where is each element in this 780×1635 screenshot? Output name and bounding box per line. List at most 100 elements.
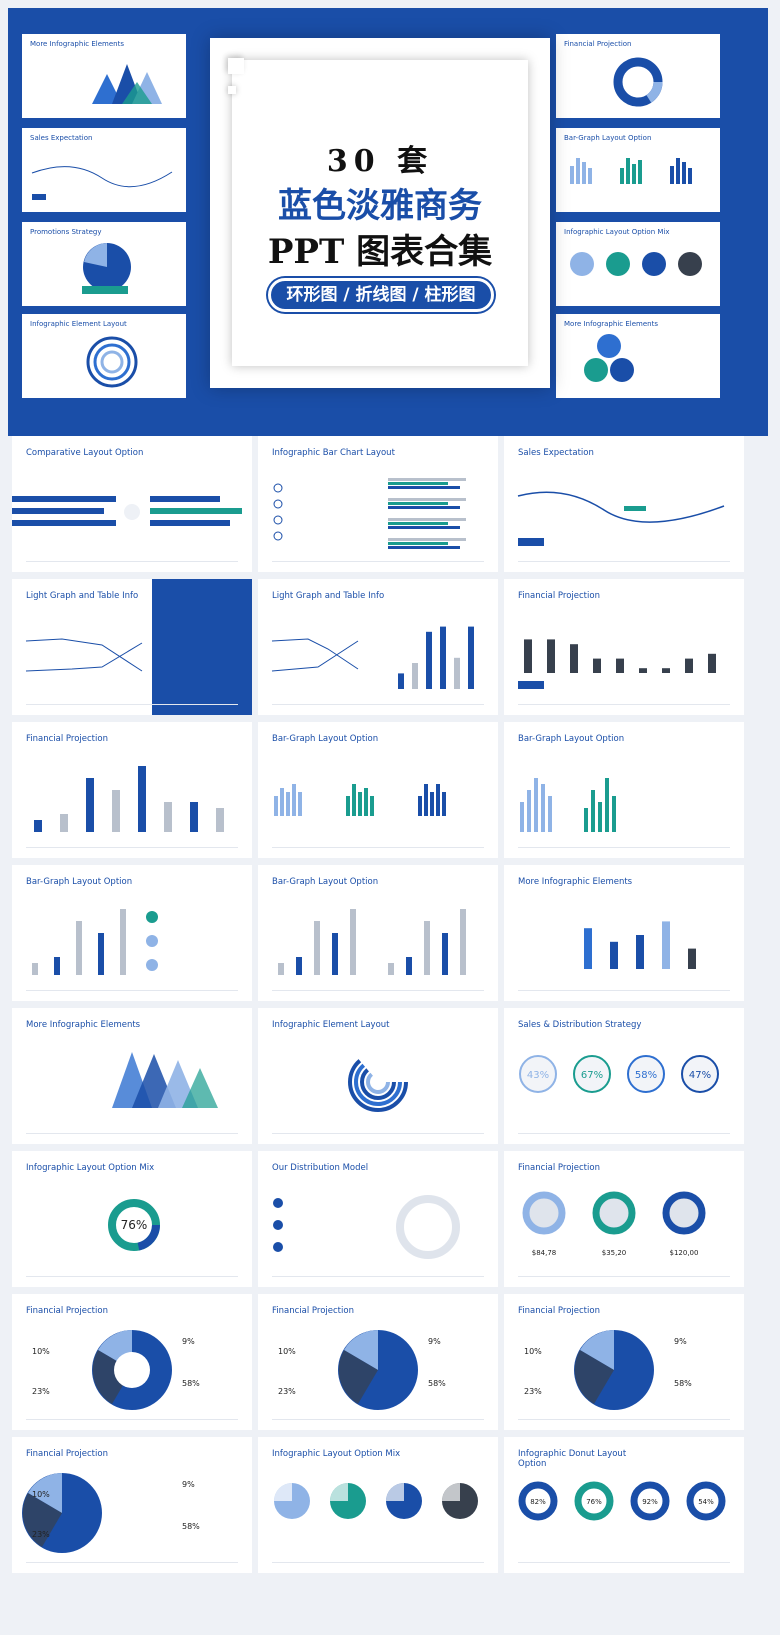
bar bbox=[548, 796, 552, 832]
slide-title: Bar-Graph Layout Option bbox=[518, 734, 625, 744]
pie-slice bbox=[22, 1493, 62, 1547]
thumb-left-2: Sales Expectation bbox=[22, 128, 186, 212]
slide-graphic bbox=[271, 626, 474, 689]
pie-label: 9% bbox=[182, 1337, 195, 1346]
slide-title: Sales & Distribution Strategy bbox=[518, 1020, 642, 1030]
pie-label: 10% bbox=[32, 1347, 50, 1356]
bar bbox=[298, 792, 302, 816]
bar bbox=[685, 658, 693, 673]
bar bbox=[388, 482, 448, 485]
slide-card: 10% 23% 9% 58% Financial Projection bbox=[12, 1294, 252, 1430]
hero-count: 30 套 bbox=[326, 144, 434, 179]
slide-card: Sales Expectation bbox=[504, 436, 744, 572]
slide-footer-rule bbox=[26, 1133, 238, 1134]
stat-circle bbox=[627, 1055, 665, 1093]
bar bbox=[612, 796, 616, 832]
bar bbox=[12, 520, 116, 526]
bar bbox=[150, 520, 230, 526]
thumb-left-1: More Infographic Elements bbox=[22, 34, 186, 118]
slide-title: Infographic Bar Chart Layout bbox=[272, 448, 395, 458]
slide-title: Financial Projection bbox=[26, 1449, 108, 1459]
bar bbox=[534, 778, 538, 832]
info-icon bbox=[273, 1220, 283, 1230]
slide-title: More Infographic Elements bbox=[518, 877, 633, 887]
slide-graphic bbox=[274, 1483, 478, 1519]
bar bbox=[164, 802, 172, 832]
bar bbox=[639, 668, 647, 673]
bar bbox=[527, 790, 531, 832]
slide-card: Our Distribution Model bbox=[258, 1151, 498, 1287]
donut bbox=[574, 1481, 614, 1521]
slide-footer-rule bbox=[518, 1419, 730, 1420]
bar bbox=[98, 933, 104, 975]
bar bbox=[388, 502, 448, 505]
pie-label: 23% bbox=[524, 1387, 542, 1396]
slide-title: Financial Projection bbox=[518, 1306, 600, 1316]
pie-label: 23% bbox=[32, 1387, 50, 1396]
thumb-title: More Infographic Elements bbox=[30, 40, 124, 48]
slide-footer-rule bbox=[272, 1419, 484, 1420]
pie-label: 10% bbox=[524, 1347, 542, 1356]
slide-title: Infographic Element Layout bbox=[272, 1020, 390, 1030]
slide-graphic bbox=[273, 478, 466, 549]
info-icon bbox=[273, 1198, 283, 1208]
hero-title-black: PPT 图表合集 bbox=[267, 232, 493, 272]
line bbox=[517, 491, 725, 523]
bar bbox=[442, 792, 446, 816]
bar bbox=[54, 957, 60, 975]
thumb-right-2: Bar-Graph Layout Option bbox=[556, 128, 720, 212]
ring bbox=[366, 1070, 390, 1094]
slide-footer-rule bbox=[272, 990, 484, 991]
pie-chart-icon bbox=[82, 243, 131, 294]
bar bbox=[286, 792, 290, 816]
slide-footer-rule bbox=[272, 704, 484, 705]
slide-title: Bar-Graph Layout Option bbox=[26, 877, 133, 887]
donut bbox=[630, 1481, 670, 1521]
bar bbox=[352, 784, 356, 816]
line-chart-icon bbox=[31, 166, 173, 200]
slide-card: Bar-Graph Layout Option bbox=[12, 865, 252, 1001]
slide-title: Bar-Graph Layout Option bbox=[272, 734, 379, 744]
thumb-left-4: Infographic Element Layout bbox=[22, 314, 186, 398]
bullet-icon bbox=[273, 499, 283, 509]
slide-graphic bbox=[112, 1052, 218, 1108]
pie-slice bbox=[574, 1350, 614, 1404]
bar bbox=[388, 522, 448, 525]
pie-label: 58% bbox=[428, 1379, 446, 1388]
bar bbox=[150, 496, 220, 502]
bar bbox=[616, 658, 624, 673]
bar bbox=[454, 657, 460, 689]
slide-graphic bbox=[517, 491, 725, 546]
bullet-icon bbox=[273, 531, 283, 541]
thumb-right-4: More Infographic Elements bbox=[556, 314, 720, 398]
bar bbox=[518, 681, 544, 689]
bar-chart-icon bbox=[570, 158, 692, 184]
slide-card: Bar-Graph Layout Option bbox=[258, 865, 498, 1001]
bar bbox=[86, 778, 94, 832]
bar bbox=[292, 784, 296, 816]
bar bbox=[436, 784, 440, 816]
slide-card: Infographic Bar Chart Layout bbox=[258, 436, 498, 572]
slide-card: 76% Infographic Layout Option Mix bbox=[12, 1151, 252, 1287]
pies-icon bbox=[570, 252, 702, 276]
bar bbox=[388, 486, 460, 489]
bar bbox=[388, 963, 394, 975]
bar bbox=[708, 653, 716, 673]
bar bbox=[426, 631, 432, 689]
pie-slice bbox=[28, 1473, 62, 1513]
bar bbox=[150, 508, 242, 514]
bar bbox=[584, 808, 588, 832]
bar bbox=[460, 909, 466, 975]
pie-label: 58% bbox=[674, 1379, 692, 1388]
slide-card: Financial Projection bbox=[504, 579, 744, 715]
dot-decoration bbox=[228, 86, 236, 94]
slide-card: Comparative Layout Option bbox=[12, 436, 252, 572]
slide-graphic bbox=[518, 639, 716, 689]
bullet-icon bbox=[273, 483, 283, 493]
bar bbox=[593, 658, 601, 673]
slide-card: 43% 67% 58% 47% Sales & Distribution Strate… bbox=[504, 1008, 744, 1144]
stat-value: 58% bbox=[635, 1070, 657, 1081]
ring bbox=[396, 1195, 460, 1259]
bar bbox=[662, 921, 670, 969]
pie-slice bbox=[338, 1350, 378, 1404]
